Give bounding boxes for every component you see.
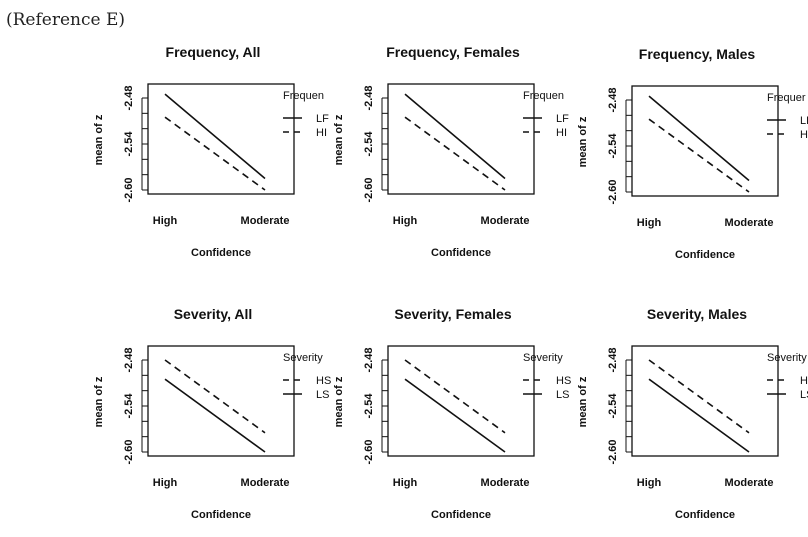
chart-title: Severity, Females xyxy=(394,306,511,322)
x-tick-label: High xyxy=(393,215,418,227)
x-tick-label: High xyxy=(153,477,178,489)
chart-title: Frequency, Males xyxy=(639,46,756,62)
x-tick-label: Moderate xyxy=(725,477,774,489)
series-line-HS xyxy=(404,359,506,434)
y-tick-label: -2.54 xyxy=(363,131,375,157)
series-line-HF xyxy=(648,118,750,193)
y-tick-label: -2.48 xyxy=(123,85,135,110)
y-axis-label: mean of z xyxy=(333,114,345,165)
x-axis-label: Confidence xyxy=(675,249,735,261)
y-axis-label: mean of z xyxy=(333,376,345,427)
plot-frame xyxy=(387,83,535,195)
x-tick-label: Moderate xyxy=(481,215,530,227)
x-tick-label: High xyxy=(393,477,418,489)
y-tick-label: -2.48 xyxy=(363,347,375,372)
x-tick-label: Moderate xyxy=(725,217,774,229)
plot-frame xyxy=(147,345,295,457)
legend-title: Frequen xyxy=(283,90,324,102)
y-tick-label: -2.60 xyxy=(607,439,619,464)
chart-title: Severity, Males xyxy=(647,306,747,322)
chart-title: Frequency, Females xyxy=(386,44,520,60)
reference-label: (Reference E) xyxy=(6,10,126,30)
y-tick-label: -2.60 xyxy=(607,179,619,204)
y-tick-label: -2.54 xyxy=(123,131,135,157)
x-axis-label: Confidence xyxy=(675,509,735,521)
y-tick-label: -2.48 xyxy=(607,347,619,372)
legend-label: LF xyxy=(556,113,569,125)
y-tick-label: -2.60 xyxy=(123,177,135,202)
legend-label: LS xyxy=(316,389,329,401)
plot-frame xyxy=(631,85,779,197)
legend-label: LF xyxy=(800,115,808,127)
y-tick-label: -2.54 xyxy=(363,393,375,419)
y-tick-label: -2.48 xyxy=(363,85,375,110)
chart-title: Frequency, All xyxy=(166,44,261,60)
y-tick-label: -2.60 xyxy=(123,439,135,464)
panel-3: Severity, All -2.48 -2.54 -2.60 mean of z Hig… xyxy=(93,306,331,521)
legend-label: HI xyxy=(556,127,567,139)
x-axis-label: Confidence xyxy=(191,509,251,521)
series-line-LF xyxy=(648,95,750,182)
legend-label: LS xyxy=(800,389,808,401)
legend-label: LF xyxy=(316,113,329,125)
legend-title: Severity xyxy=(767,352,807,364)
y-tick-label: -2.54 xyxy=(123,393,135,419)
x-tick-label: High xyxy=(153,215,178,227)
x-tick-label: Moderate xyxy=(481,477,530,489)
legend-label: HI xyxy=(316,127,327,139)
legend-title: Severity xyxy=(523,352,563,364)
x-axis-label: Confidence xyxy=(431,509,491,521)
plot-frame xyxy=(147,83,295,195)
series-line-HI xyxy=(404,116,506,191)
panel-5: Severity, Males -2.48 -2.54 -2.60 mean of z H… xyxy=(577,306,808,521)
y-axis-label: mean of z xyxy=(93,114,105,165)
legend-label: HF xyxy=(800,129,808,141)
plot-frame xyxy=(387,345,535,457)
series-line-HS xyxy=(164,359,266,434)
chart-title: Severity, All xyxy=(174,306,253,322)
x-axis-label: Confidence xyxy=(191,247,251,259)
x-tick-label: High xyxy=(637,477,662,489)
series-line-LS xyxy=(164,378,266,453)
legend-label: HS xyxy=(800,375,808,387)
y-axis-label: mean of z xyxy=(93,376,105,427)
series-line-LS xyxy=(404,378,506,453)
legend-title: Frequer xyxy=(767,92,806,104)
legend-label: HS xyxy=(556,375,571,387)
plot-frame xyxy=(631,345,779,457)
y-tick-label: -2.54 xyxy=(607,133,619,159)
panel-1: Frequency, Females -2.48 -2.54 -2.60 mean of… xyxy=(333,44,569,259)
series-line-LF xyxy=(164,93,266,180)
x-axis-label: Confidence xyxy=(431,247,491,259)
panel-4: Severity, Females -2.48 -2.54 -2.60 mean of … xyxy=(333,306,571,521)
series-line-LF xyxy=(404,93,506,180)
y-axis-label: mean of z xyxy=(577,376,589,427)
y-tick-label: -2.48 xyxy=(123,347,135,372)
legend-title: Severity xyxy=(283,352,323,364)
legend-label: LS xyxy=(556,389,569,401)
y-tick-label: -2.60 xyxy=(363,439,375,464)
legend-label: HS xyxy=(316,375,331,387)
y-tick-label: -2.48 xyxy=(607,87,619,112)
legend-title: Frequen xyxy=(523,90,564,102)
y-axis-label: mean of z xyxy=(577,116,589,167)
x-tick-label: High xyxy=(637,217,662,229)
x-tick-label: Moderate xyxy=(241,477,290,489)
series-line-HI xyxy=(164,116,266,191)
y-tick-label: -2.60 xyxy=(363,177,375,202)
panel-2: Frequency, Males -2.48 -2.54 -2.60 mean of z… xyxy=(577,46,808,261)
y-tick-label: -2.54 xyxy=(607,393,619,419)
series-line-LS xyxy=(648,378,750,453)
series-line-HS xyxy=(648,359,750,434)
panel-0: Frequency, All -2.48 -2.54 -2.60 mean of z Hi… xyxy=(93,44,329,259)
x-tick-label: Moderate xyxy=(241,215,290,227)
